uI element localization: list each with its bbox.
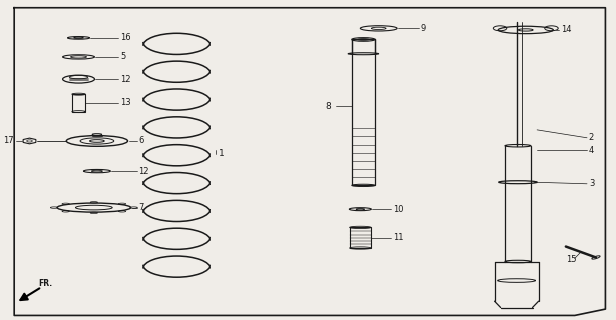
Text: 5: 5 <box>120 52 126 61</box>
Text: FR.: FR. <box>39 279 53 288</box>
Text: 13: 13 <box>120 99 131 108</box>
Text: 3: 3 <box>589 179 594 188</box>
Text: 14: 14 <box>561 25 572 35</box>
Text: 2: 2 <box>589 133 594 142</box>
Text: 8: 8 <box>326 101 331 111</box>
Bar <box>350 228 371 248</box>
Bar <box>352 39 375 185</box>
Text: 15: 15 <box>567 255 577 264</box>
Text: 1: 1 <box>219 149 225 158</box>
Text: 10: 10 <box>393 205 403 214</box>
Text: 6: 6 <box>139 136 144 146</box>
Text: 9: 9 <box>420 24 426 33</box>
Text: 7: 7 <box>139 203 144 212</box>
Text: 12: 12 <box>120 75 131 84</box>
Text: 4: 4 <box>589 146 594 155</box>
Text: 11: 11 <box>393 233 403 242</box>
Text: 17: 17 <box>2 136 14 146</box>
Bar <box>72 94 85 112</box>
Text: 12: 12 <box>139 167 149 176</box>
Text: 16: 16 <box>120 33 131 42</box>
